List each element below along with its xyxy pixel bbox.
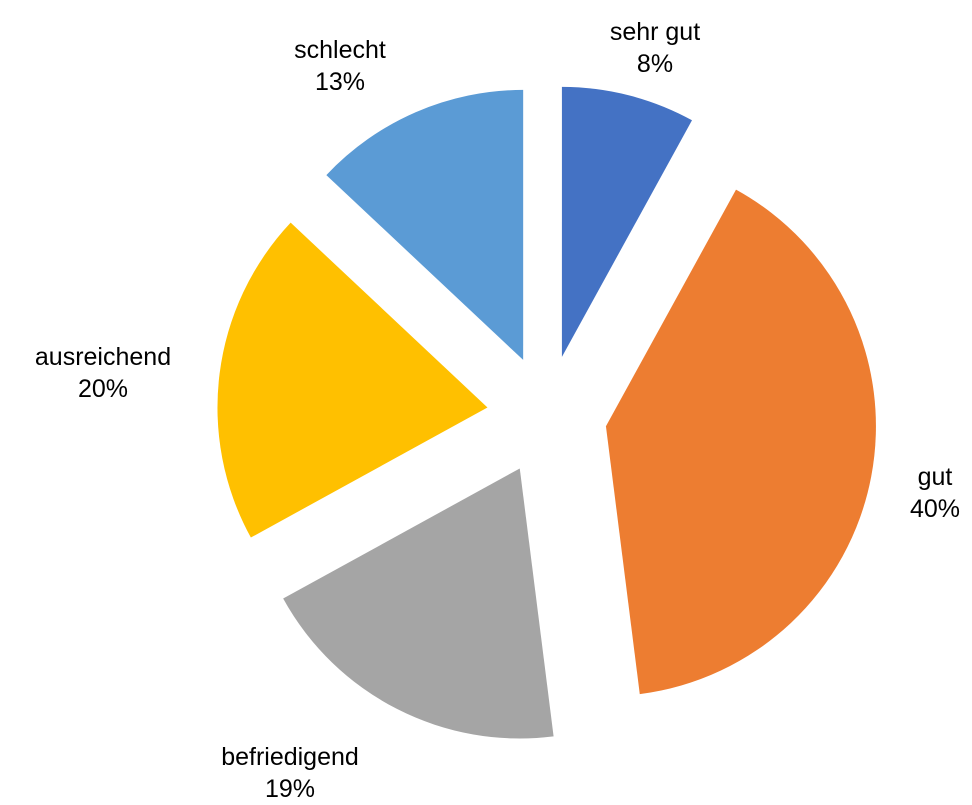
data-label: befriedigend 19% (221, 743, 359, 803)
pie-slice (283, 468, 554, 739)
data-label: gut 40% (910, 463, 960, 523)
pie-slice (326, 89, 524, 360)
value-label: 20% (78, 375, 128, 403)
value-label: 8% (637, 50, 673, 78)
value-label: 13% (315, 68, 365, 96)
category-label: gut (918, 463, 953, 491)
pie-slice (561, 86, 692, 357)
data-label: sehr gut 8% (610, 18, 700, 78)
data-label: ausreichend 20% (35, 343, 171, 403)
category-label: ausreichend (35, 343, 171, 371)
value-label: 19% (265, 775, 315, 803)
pie-slice (605, 189, 876, 695)
category-label: befriedigend (221, 743, 359, 771)
category-label: sehr gut (610, 18, 700, 46)
category-label: schlecht (294, 36, 386, 64)
value-label: 40% (910, 495, 960, 523)
pie-slice (217, 222, 488, 538)
data-label: schlecht 13% (294, 36, 386, 96)
